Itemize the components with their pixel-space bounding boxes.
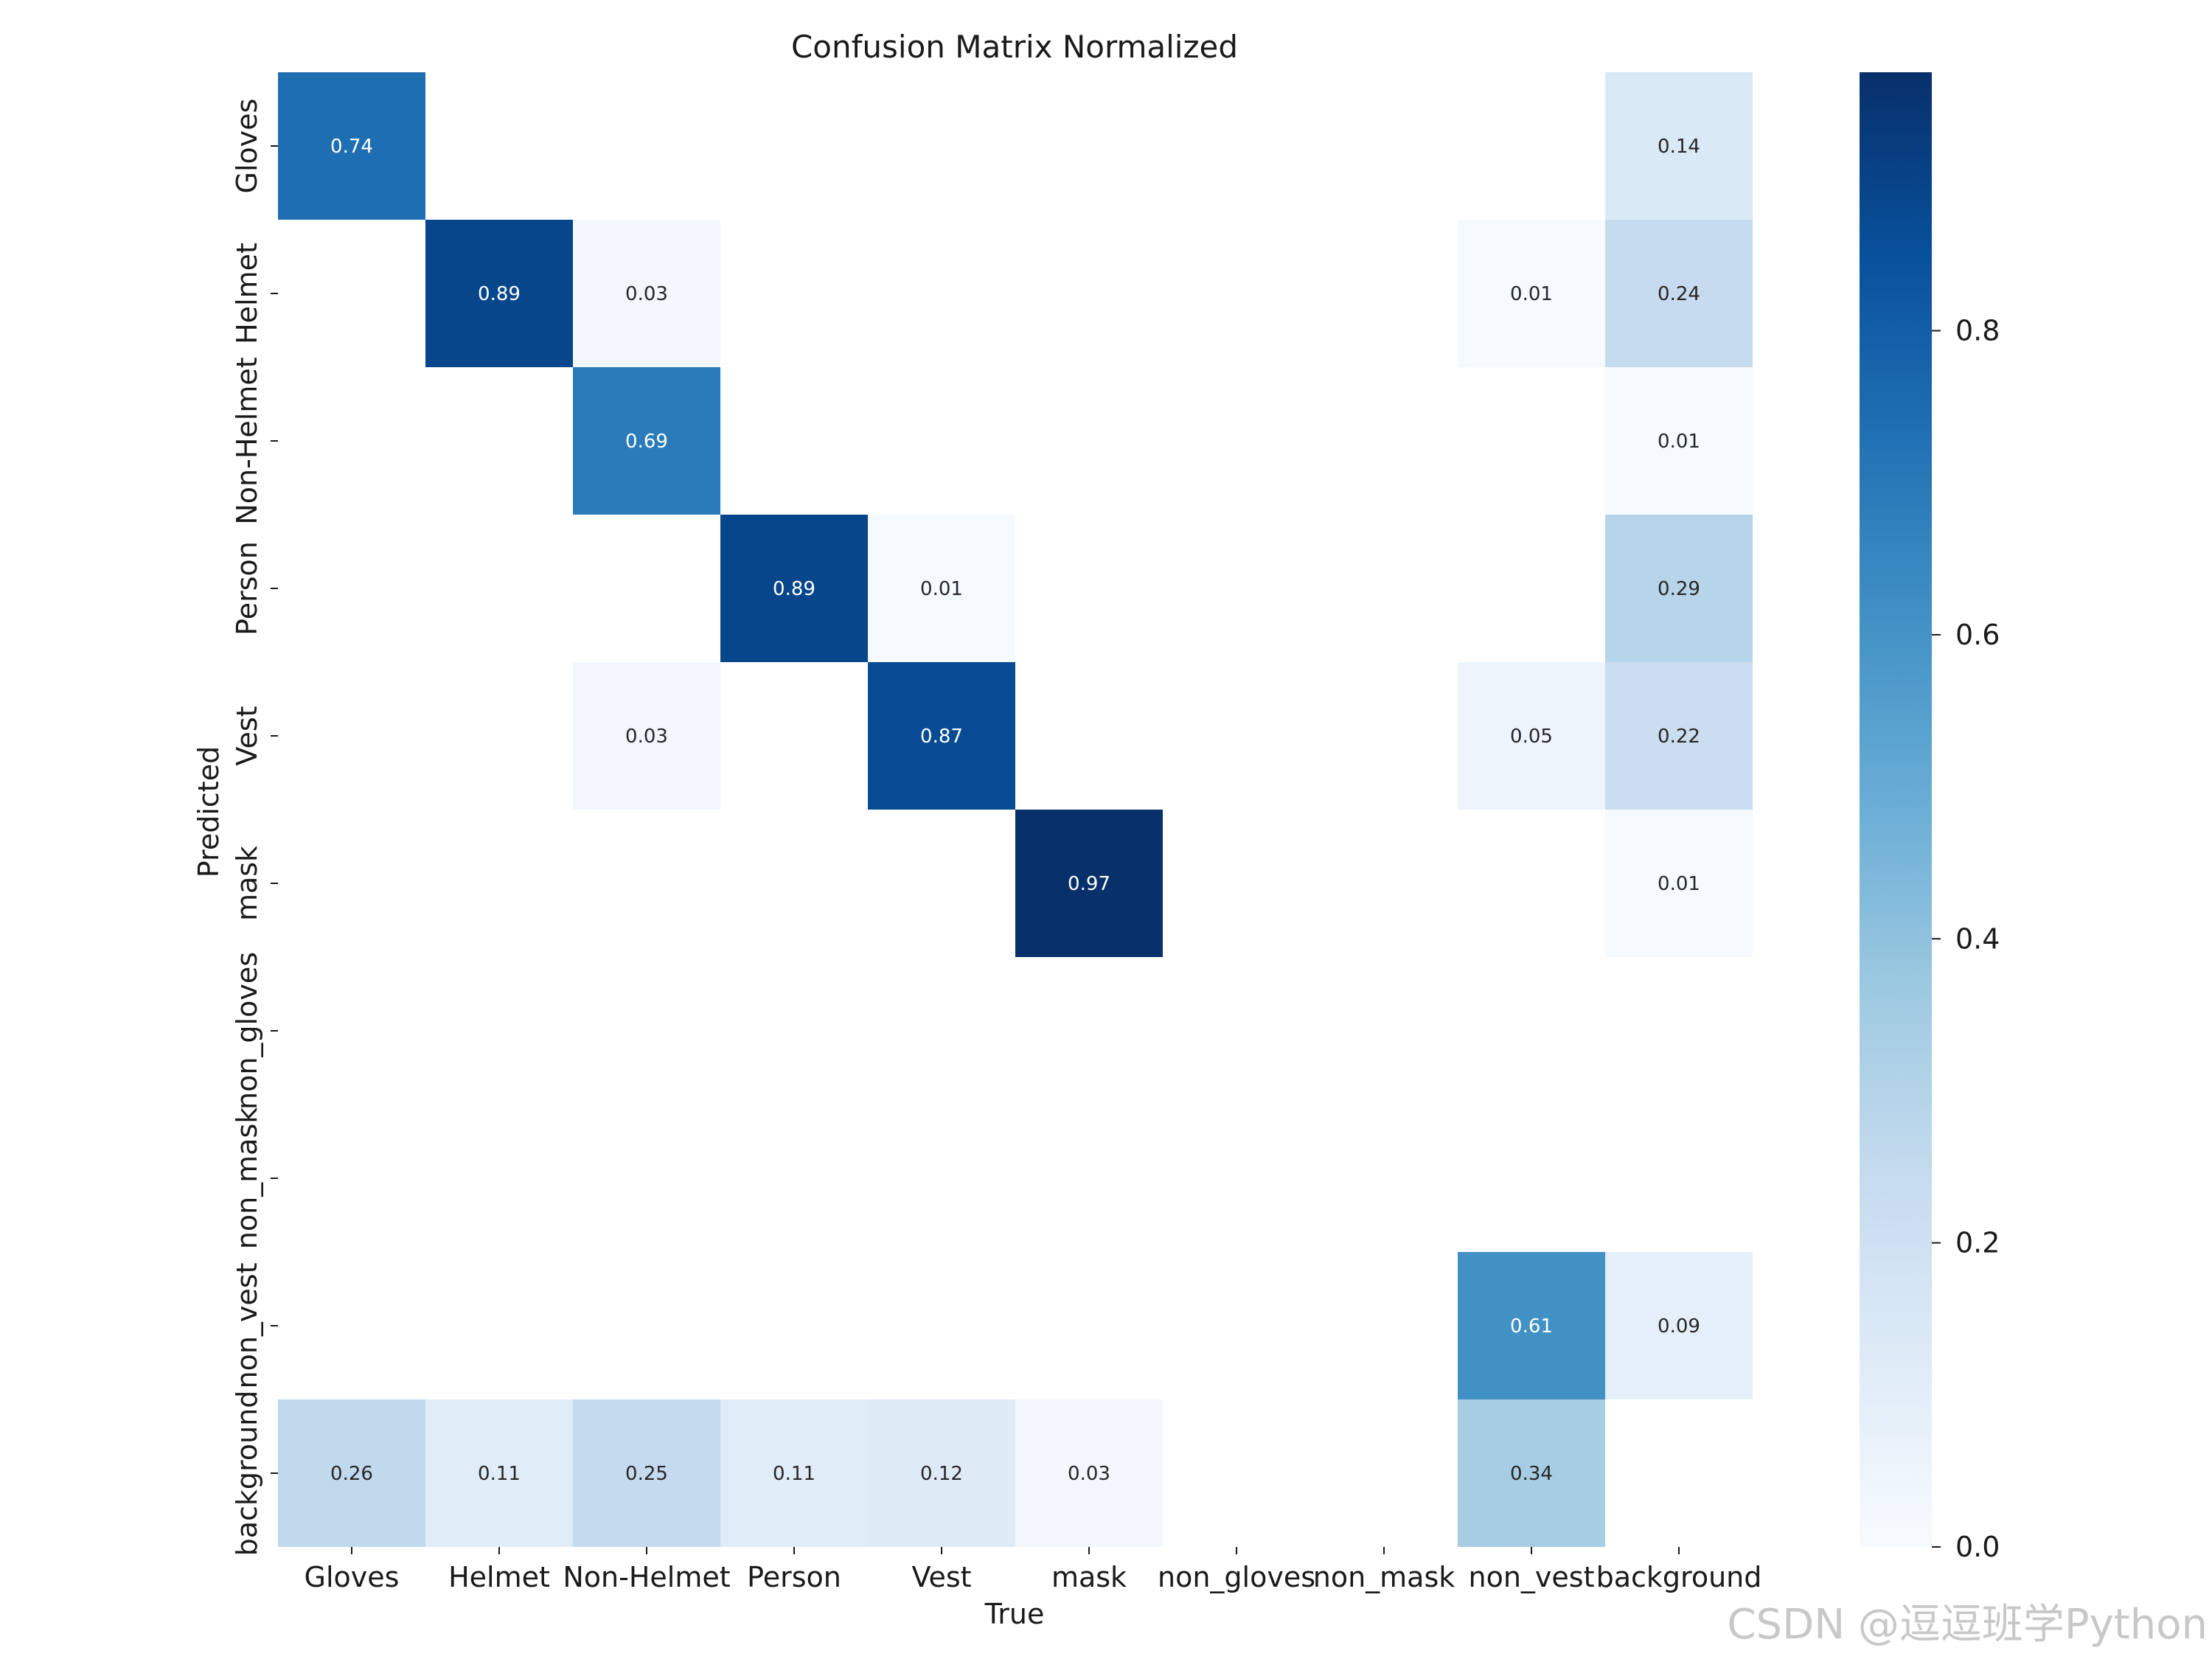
- heatmap-cell: [868, 1399, 1015, 1547]
- heatmap-cell: [1605, 662, 1753, 810]
- cell-value-label: 0.05: [1510, 726, 1553, 748]
- cell-value-label: 0.01: [1658, 431, 1700, 453]
- heatmap-cell: [573, 367, 720, 515]
- heatmap-cell: [720, 515, 868, 662]
- heatmap-cell: [1605, 1252, 1753, 1399]
- y-tick-label: non_mask: [231, 1107, 263, 1250]
- y-tick-label: mask: [231, 846, 263, 921]
- cell-value-label: 0.26: [330, 1463, 373, 1485]
- x-tick-label: background: [1596, 1561, 1762, 1593]
- heatmap-cell: [1458, 1399, 1605, 1547]
- y-axis-label: Predicted: [192, 746, 225, 877]
- cell-value-label: 0.97: [1068, 873, 1110, 895]
- x-tick-label: non_gloves: [1158, 1561, 1315, 1593]
- heatmap-cell: [278, 72, 425, 220]
- cell-value-label: 0.29: [1658, 578, 1700, 600]
- heatmap-cell: [1458, 1252, 1605, 1399]
- colorbar-tick-label: 0.2: [1955, 1227, 2000, 1259]
- heatmap-cell: [1015, 1399, 1163, 1547]
- heatmap-cell: [1605, 220, 1753, 367]
- cell-value-label: 0.69: [625, 431, 668, 453]
- y-tick-label: Non-Helmet: [231, 357, 263, 524]
- cell-value-label: 0.03: [625, 283, 668, 305]
- colorbar-tick-label: 0.4: [1955, 922, 2000, 955]
- cell-value-label: 0.12: [920, 1463, 963, 1485]
- cell-value-label: 0.61: [1510, 1315, 1553, 1338]
- x-tick-label: Helmet: [448, 1561, 550, 1593]
- heatmap-cell: [1015, 810, 1163, 957]
- y-tick-label: non_vest: [231, 1263, 263, 1389]
- x-tick-label: Non-Helmet: [563, 1561, 730, 1593]
- cell-value-label: 0.22: [1658, 726, 1700, 748]
- x-tick-label: non_vest: [1469, 1561, 1595, 1593]
- heatmap-cell: [425, 220, 573, 367]
- heatmap-cell: [720, 1399, 868, 1547]
- cell-value-label: 0.34: [1510, 1463, 1553, 1485]
- x-tick-label: Person: [747, 1561, 841, 1593]
- heatmap-cell: [278, 1399, 425, 1547]
- cell-value-label: 0.14: [1658, 136, 1700, 158]
- cell-value-label: 0.89: [773, 578, 815, 600]
- cell-value-label: 0.01: [920, 578, 963, 600]
- y-tick-label: Vest: [231, 706, 263, 765]
- x-tick-label: non_mask: [1313, 1561, 1455, 1593]
- y-tick-label: non_gloves: [231, 952, 263, 1110]
- x-tick-label: mask: [1051, 1561, 1127, 1593]
- heatmap-cell: [573, 220, 720, 367]
- watermark: CSDN @逗逗班学Python: [1727, 1601, 2208, 1649]
- heatmap-cell: [1605, 72, 1753, 220]
- heatmap-cell: [868, 515, 1015, 662]
- y-axis-ticks: Gloves Helmet Non-Helmet Person Vest mask non_…: [231, 99, 278, 1557]
- cell-value-label: 0.89: [478, 283, 521, 305]
- cell-value-label: 0.09: [1658, 1315, 1700, 1338]
- cell-value-label: 0.03: [1068, 1463, 1110, 1485]
- heatmap-cells: 0.74 0.14 0.89 0.03 0.01 0.24 0.69 0.01 0.89 0.01…: [278, 72, 1753, 1547]
- cell-value-label: 0.01: [1510, 283, 1553, 305]
- cell-value-label: 0.25: [625, 1463, 668, 1485]
- heatmap-cell: [1605, 515, 1753, 662]
- cell-value-label: 0.11: [478, 1463, 521, 1485]
- colorbar-ticks: 0.0 0.2 0.4 0.6 0.8: [1932, 315, 2000, 1563]
- x-axis-ticks: Gloves Helmet Non-Helmet Person Vest mask non_…: [305, 1547, 1762, 1593]
- cell-value-label: 0.87: [920, 726, 963, 748]
- heatmap-cell: [1605, 367, 1753, 515]
- heatmap-cell: [425, 1399, 573, 1547]
- y-tick-label: Gloves: [231, 99, 263, 194]
- y-tick-label: background: [231, 1391, 263, 1557]
- colorbar-tick-label: 0.0: [1955, 1531, 2000, 1563]
- cell-value-label: 0.24: [1658, 283, 1700, 305]
- x-axis-label: True: [984, 1598, 1045, 1630]
- cell-value-label: 0.74: [330, 136, 373, 158]
- heatmap-cell: [1458, 662, 1605, 810]
- colorbar-tick-label: 0.6: [1955, 619, 2000, 651]
- heatmap-cell: [573, 1399, 720, 1547]
- heatmap-cell: [573, 662, 720, 810]
- x-tick-label: Vest: [911, 1561, 971, 1593]
- y-tick-label: Person: [231, 541, 263, 636]
- heatmap-cell: [1605, 810, 1753, 957]
- cell-value-label: 0.01: [1658, 873, 1700, 895]
- y-tick-label: Helmet: [231, 243, 263, 344]
- x-tick-label: Gloves: [305, 1561, 400, 1593]
- cell-value-label: 0.11: [773, 1463, 815, 1485]
- heatmap-cell: [868, 662, 1015, 810]
- colorbar-tick-label: 0.8: [1955, 315, 2000, 347]
- chart-title: Confusion Matrix Normalized: [791, 29, 1238, 65]
- heatmap-cell: [1458, 220, 1605, 367]
- cell-value-label: 0.03: [625, 726, 668, 748]
- colorbar: [1860, 72, 1932, 1547]
